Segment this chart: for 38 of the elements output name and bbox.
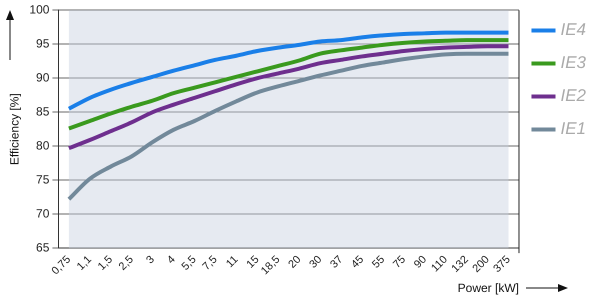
y-tick-label: 80 bbox=[36, 138, 50, 152]
x-tick-label: 200 bbox=[470, 254, 492, 276]
x-tick-label: 45 bbox=[349, 254, 366, 271]
x-tick-label: 1,1 bbox=[74, 254, 94, 273]
line-series bbox=[66, 44, 511, 150]
x-tick-label: 30 bbox=[307, 254, 324, 271]
line-series bbox=[66, 38, 511, 130]
x-tick-label: 110 bbox=[429, 254, 450, 274]
x-tick-label: 75 bbox=[390, 254, 408, 271]
x-tick-label: 55 bbox=[370, 254, 388, 271]
legend-label: IE1 bbox=[560, 119, 586, 138]
y-tick-label: 65 bbox=[36, 240, 50, 254]
line-series bbox=[66, 30, 511, 111]
x-tick-label: 4 bbox=[165, 254, 178, 266]
legend-label: IE4 bbox=[560, 20, 586, 40]
x-tick-label: 20 bbox=[286, 254, 304, 271]
legend-label: IE2 bbox=[560, 86, 587, 106]
x-tick-label: 5,5 bbox=[179, 254, 199, 273]
y-tick-label: 95 bbox=[36, 36, 50, 50]
x-tick-label: 37 bbox=[328, 254, 346, 271]
x-tick-label: 11 bbox=[224, 254, 241, 270]
x-tick-label: 1,5 bbox=[96, 254, 116, 273]
y-tick-label: 85 bbox=[36, 104, 50, 118]
x-tick-label: 375 bbox=[491, 254, 513, 276]
y-tick-label: 100 bbox=[29, 2, 50, 17]
x-tick-label: 90 bbox=[412, 254, 430, 271]
y-axis-title: Efficiency [%] bbox=[8, 93, 22, 166]
x-tick-label: 15 bbox=[244, 254, 262, 271]
x-axis-title: Power [kW] bbox=[458, 281, 519, 296]
x-tick-label: 132 bbox=[449, 254, 471, 276]
y-tick-label: 75 bbox=[36, 172, 50, 186]
y-tick-label: 90 bbox=[36, 70, 50, 84]
y-tick-label: 70 bbox=[36, 206, 50, 220]
x-tick-label: 7,5 bbox=[200, 254, 220, 273]
legend-label: IE3 bbox=[560, 53, 587, 72]
x-tick-label: 3 bbox=[144, 254, 157, 266]
x-tick-label: 2,5 bbox=[116, 254, 136, 273]
line-series bbox=[66, 52, 511, 202]
